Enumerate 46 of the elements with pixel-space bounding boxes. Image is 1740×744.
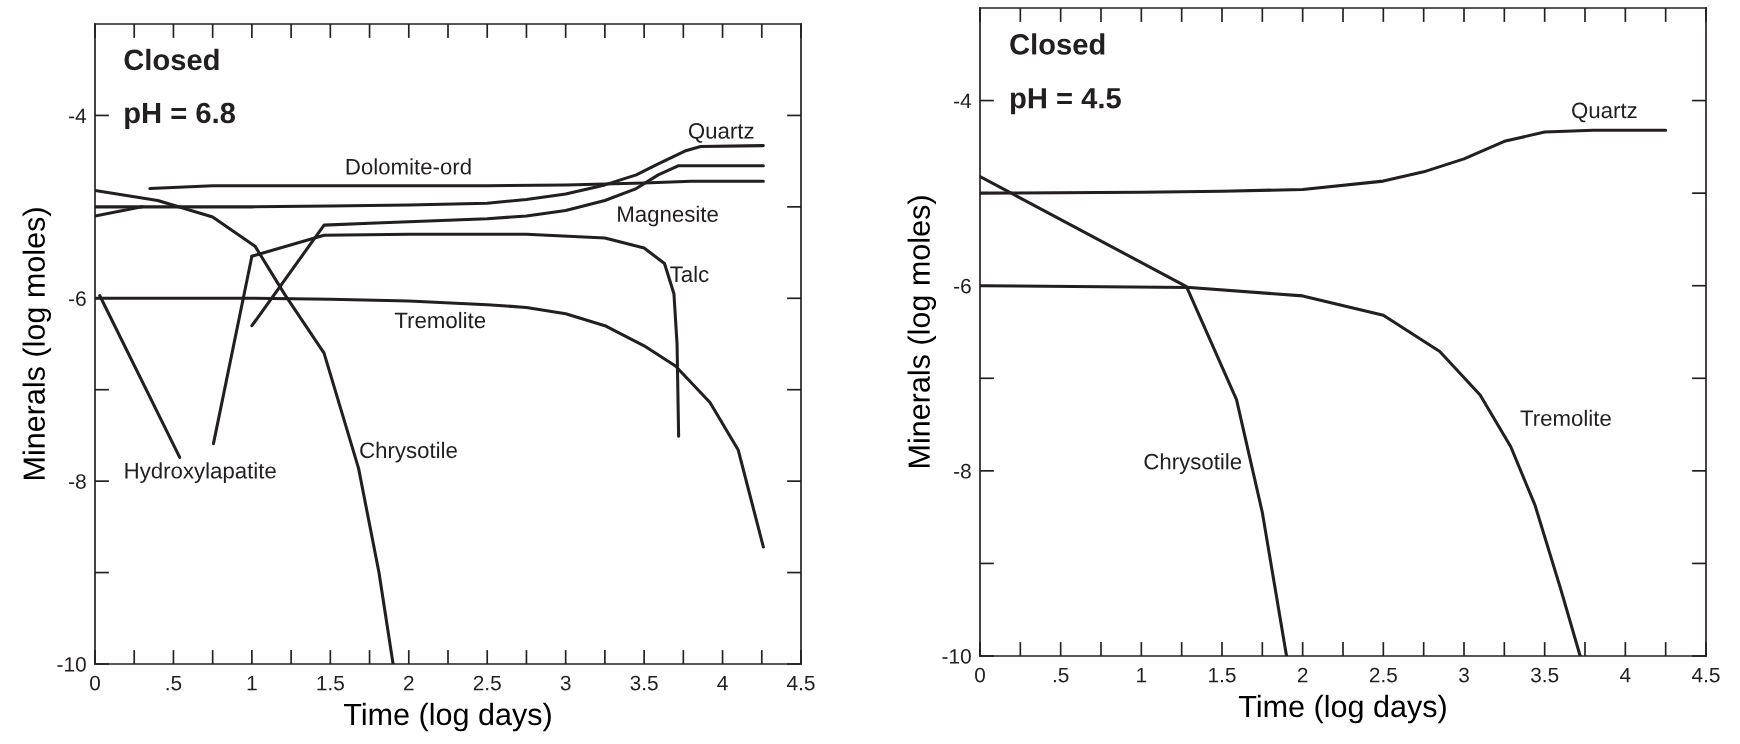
x-tick-label: 4.5: [1692, 667, 1720, 683]
x-tick-label: .5: [1053, 667, 1069, 683]
annotation: Tremolite: [394, 311, 486, 329]
x-tick-label: 3: [1459, 667, 1469, 683]
x-tick-label: 3.5: [1530, 667, 1559, 683]
x-tick-label: 0: [975, 667, 985, 683]
y-tick-label: -6: [69, 291, 86, 307]
y-tick-label: -4: [954, 93, 972, 109]
y-tick-label: -6: [954, 278, 971, 294]
annotation: pH = 6.8: [125, 102, 236, 130]
y-axis-title: Minerals (log moles): [22, 208, 51, 480]
annotation: Chrysotile: [360, 441, 457, 463]
annotation: Quartz: [688, 123, 754, 143]
annotation: Quartz: [1572, 102, 1637, 123]
x-tick-label: 2: [404, 675, 414, 691]
x-tick-label: .5: [166, 675, 182, 691]
x-tick-label: 1.5: [317, 675, 344, 691]
y-tick-label: -10: [942, 649, 971, 664]
annotation: Hydroxylapatite: [125, 462, 276, 483]
x-tick-label: 0: [90, 675, 100, 691]
x-tick-label: 3.5: [630, 675, 658, 691]
x-tick-label: 1: [247, 675, 257, 691]
x-tick-label: 2: [1297, 667, 1308, 683]
x-tick-label: 2.5: [473, 675, 501, 691]
annotation: pH = 4.5: [1010, 88, 1121, 115]
annotation: Closed: [124, 48, 219, 71]
x-tick-label: 4: [1620, 667, 1631, 683]
annotation: Talc: [670, 265, 709, 283]
annotation: Dolomite-ord: [346, 158, 471, 175]
y-tick-label: -4: [69, 108, 87, 123]
annotation: Closed: [1010, 33, 1105, 55]
y-tick-label: -10: [57, 657, 86, 672]
x-tick-label: 1.5: [1209, 667, 1236, 683]
x-tick-label: 1: [1137, 667, 1147, 683]
x-axis-title: Time (log days): [1238, 694, 1446, 724]
x-tick-label: 4: [717, 675, 728, 691]
y-axis-title: Minerals (log moles): [907, 196, 936, 468]
y-tick-label: -8: [954, 463, 971, 479]
y-tick-label: -8: [69, 474, 86, 489]
annotation: Tremolite: [1520, 409, 1611, 427]
annotation: Chrysotile: [1144, 453, 1242, 474]
x-tick-label: 2.5: [1369, 667, 1397, 683]
x-axis-title: Time (log days): [343, 702, 551, 732]
annotation: Magnesite: [618, 205, 718, 227]
x-tick-label: 3: [560, 675, 571, 691]
x-tick-label: 4.5: [787, 675, 815, 691]
